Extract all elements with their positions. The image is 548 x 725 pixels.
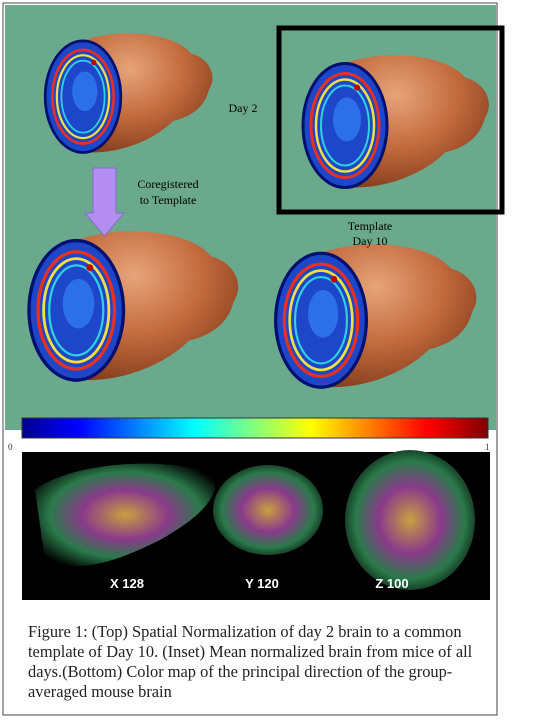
caption: Figure 1: (Top) Spatial Normalization of… [28, 622, 498, 702]
figure: Day 2 Coregistered to Template Template … [0, 0, 548, 725]
label-coregistered: Coregistered [137, 177, 198, 191]
label-day2: Day 2 [229, 101, 258, 115]
label-template: Day 10 [353, 234, 388, 248]
colorbar-label: 1 [485, 442, 490, 452]
label-template: Template [348, 219, 392, 233]
colorbar [22, 418, 488, 438]
slice-axial [345, 450, 475, 590]
label-coregistered: to Template [140, 193, 197, 207]
slice-coronal [213, 465, 323, 555]
slice-label: X 128 [110, 576, 144, 591]
page: Day 2 Coregistered to Template Template … [0, 0, 548, 725]
colorbar-label: 0 [8, 442, 13, 452]
slice-label: Z 100 [375, 576, 408, 591]
slice-label: Y 120 [245, 576, 279, 591]
